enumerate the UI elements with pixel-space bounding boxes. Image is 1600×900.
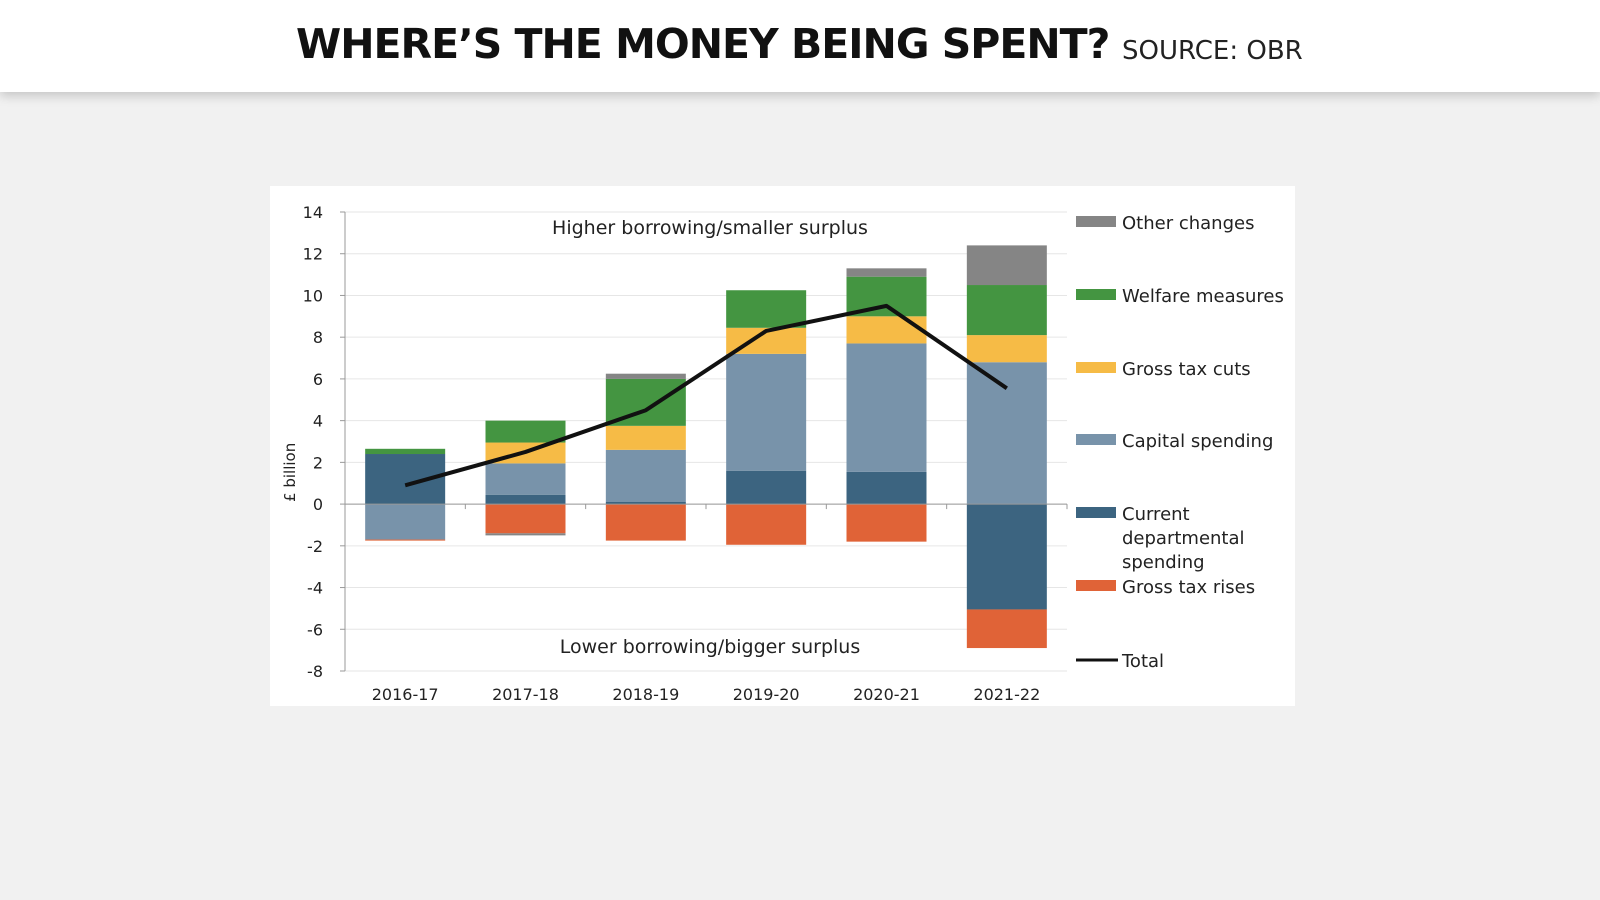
header: WHERE’S THE MONEY BEING SPENT? SOURCE: O… (0, 0, 1600, 92)
y-tick-label: 4 (313, 412, 323, 431)
y-tick-label: -2 (307, 537, 323, 556)
bar-segment (846, 343, 927, 472)
bar-segment (485, 494, 566, 505)
y-tick-label: 2 (313, 453, 323, 472)
legend-swatch (1076, 580, 1116, 591)
bar-segment (966, 285, 1047, 336)
y-tick-label: 8 (313, 328, 323, 347)
x-tick-label: 2016-17 (372, 685, 439, 704)
x-tick-label: 2021-22 (973, 685, 1040, 704)
bar-segment (365, 539, 446, 541)
stacked-bar-chart: 14 12 10 8 6 4 2 0 -2 -4 -6 -8 £ billion 2016-17 2017-… (281, 203, 1284, 704)
x-tick-label: 2017-18 (492, 685, 559, 704)
bar-segment (846, 504, 927, 542)
bar-segment (966, 335, 1047, 363)
bar-segment (605, 425, 686, 450)
bar-segment (966, 362, 1047, 505)
bar-segment (485, 420, 566, 443)
chart-panel: 14 12 10 8 6 4 2 0 -2 -4 -6 -8 £ billion 2016-17 2017-… (270, 186, 1295, 706)
y-tick-label: 0 (313, 495, 323, 514)
bar-segment (605, 449, 686, 503)
y-tick-label: -8 (307, 662, 323, 681)
bar-segment (365, 504, 446, 540)
y-tick-label: 12 (303, 245, 323, 264)
x-tick-label: 2019-20 (733, 685, 800, 704)
y-tick-label: -6 (307, 620, 323, 639)
y-axis-label: £ billion (281, 443, 299, 502)
bar-segment (966, 609, 1047, 649)
bar-segment (726, 353, 807, 471)
bar-segment (605, 373, 686, 379)
bar-segment (846, 316, 927, 344)
bar-segment (605, 502, 686, 505)
legend-label: spending (1122, 552, 1205, 573)
total-line (404, 303, 1008, 488)
legend-label: Gross tax cuts (1122, 359, 1251, 380)
bar-segment (966, 245, 1047, 286)
bar-segment (726, 290, 807, 328)
legend-label: Welfare measures (1122, 286, 1284, 307)
legend-label: Gross tax rises (1122, 577, 1255, 598)
legend-label: departmental (1122, 528, 1245, 549)
source-label: SOURCE: OBR (1122, 36, 1303, 66)
bar-segment (726, 504, 807, 545)
x-tick-label: 2020-21 (853, 685, 920, 704)
annotation-top: Higher borrowing/smaller surplus (552, 217, 868, 239)
bar-segment (846, 268, 927, 277)
y-tick-label: 10 (303, 286, 323, 305)
bar-segment (846, 471, 927, 505)
bar-segment (365, 448, 446, 455)
bar-segment (485, 504, 566, 534)
bar-segment (605, 504, 686, 541)
legend-swatch (1076, 216, 1116, 227)
y-tick-label: 6 (313, 370, 323, 389)
legend-label: Capital spending (1122, 431, 1273, 452)
legend-swatch (1076, 289, 1116, 300)
legend-label: Current (1122, 504, 1190, 525)
legend-label: Total (1121, 651, 1164, 672)
bar-segment (485, 533, 566, 536)
x-tick-label: 2018-19 (612, 685, 679, 704)
page-title: WHERE’S THE MONEY BEING SPENT? (296, 20, 1110, 68)
annotation-bottom: Lower borrowing/bigger surplus (560, 636, 861, 658)
legend-swatch (1076, 434, 1116, 445)
y-tick-label: -4 (307, 579, 323, 598)
y-tick-label: 14 (303, 203, 323, 222)
bar-segment (726, 470, 807, 505)
bar-segment (485, 463, 566, 495)
legend-swatch (1076, 362, 1116, 373)
bar-segment (966, 504, 1047, 610)
legend-label: Other changes (1122, 213, 1254, 234)
legend-swatch (1076, 507, 1116, 518)
